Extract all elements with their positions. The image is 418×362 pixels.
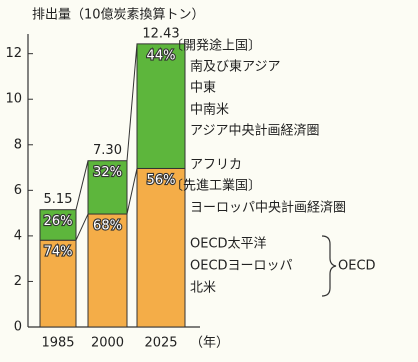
connector (75, 160, 89, 210)
bar-segment (136, 43, 186, 169)
y-tick-label: 10 (5, 92, 22, 107)
chart-title: 排出量（10億炭素換算トン） (32, 7, 205, 23)
share-label: 32% (93, 165, 122, 180)
legend-region: 中東 (190, 80, 216, 96)
y-tick-label: 12 (5, 46, 22, 61)
total-label: 5.15 (44, 192, 73, 207)
y-tick-label: 2 (14, 274, 22, 289)
x-tick-label: 2000 (91, 336, 124, 351)
x-tick-label: 1985 (41, 336, 74, 351)
y-tick-label: 6 (14, 183, 22, 198)
legend-region: アジア中央計画経済圏 (190, 123, 319, 139)
legend-region: アフリカ (190, 158, 242, 173)
share-label: 26% (44, 214, 73, 229)
share-label: 44% (147, 48, 176, 63)
y-tick-label: 0 (14, 320, 22, 335)
connector (126, 43, 138, 161)
y-tick-label: 8 (14, 137, 22, 152)
bar-segment (39, 239, 77, 328)
bar-segment (87, 160, 128, 215)
legend-region: OECDヨーロッパ (190, 259, 293, 274)
y-tick-label: 4 (14, 228, 22, 243)
x-axis-label: （年） (190, 336, 229, 351)
legend-region: OECD太平洋 (190, 237, 267, 252)
x-tick-label: 2025 (144, 336, 177, 351)
legend-group: 〔開発途上国〕 (170, 38, 261, 54)
total-label: 7.30 (93, 143, 122, 158)
legend-group: 〔先進工業国〕 (170, 178, 261, 194)
total-label: 12.43 (142, 26, 179, 41)
bracket (321, 235, 337, 297)
share-label: 74% (44, 245, 73, 260)
bar-segment (39, 209, 77, 241)
legend-region: 北米 (190, 281, 216, 296)
legend-region: 南及び東アジア (190, 59, 280, 75)
bracket-label: OECD (338, 259, 376, 274)
legend-region: ヨーロッパ中央計画経済圏 (190, 200, 346, 216)
share-label: 68% (93, 219, 122, 234)
connector (75, 213, 89, 241)
bar-segment (136, 167, 186, 328)
connector (126, 168, 138, 215)
legend-region: 中南米 (190, 102, 229, 118)
share-label: 56% (147, 173, 176, 188)
